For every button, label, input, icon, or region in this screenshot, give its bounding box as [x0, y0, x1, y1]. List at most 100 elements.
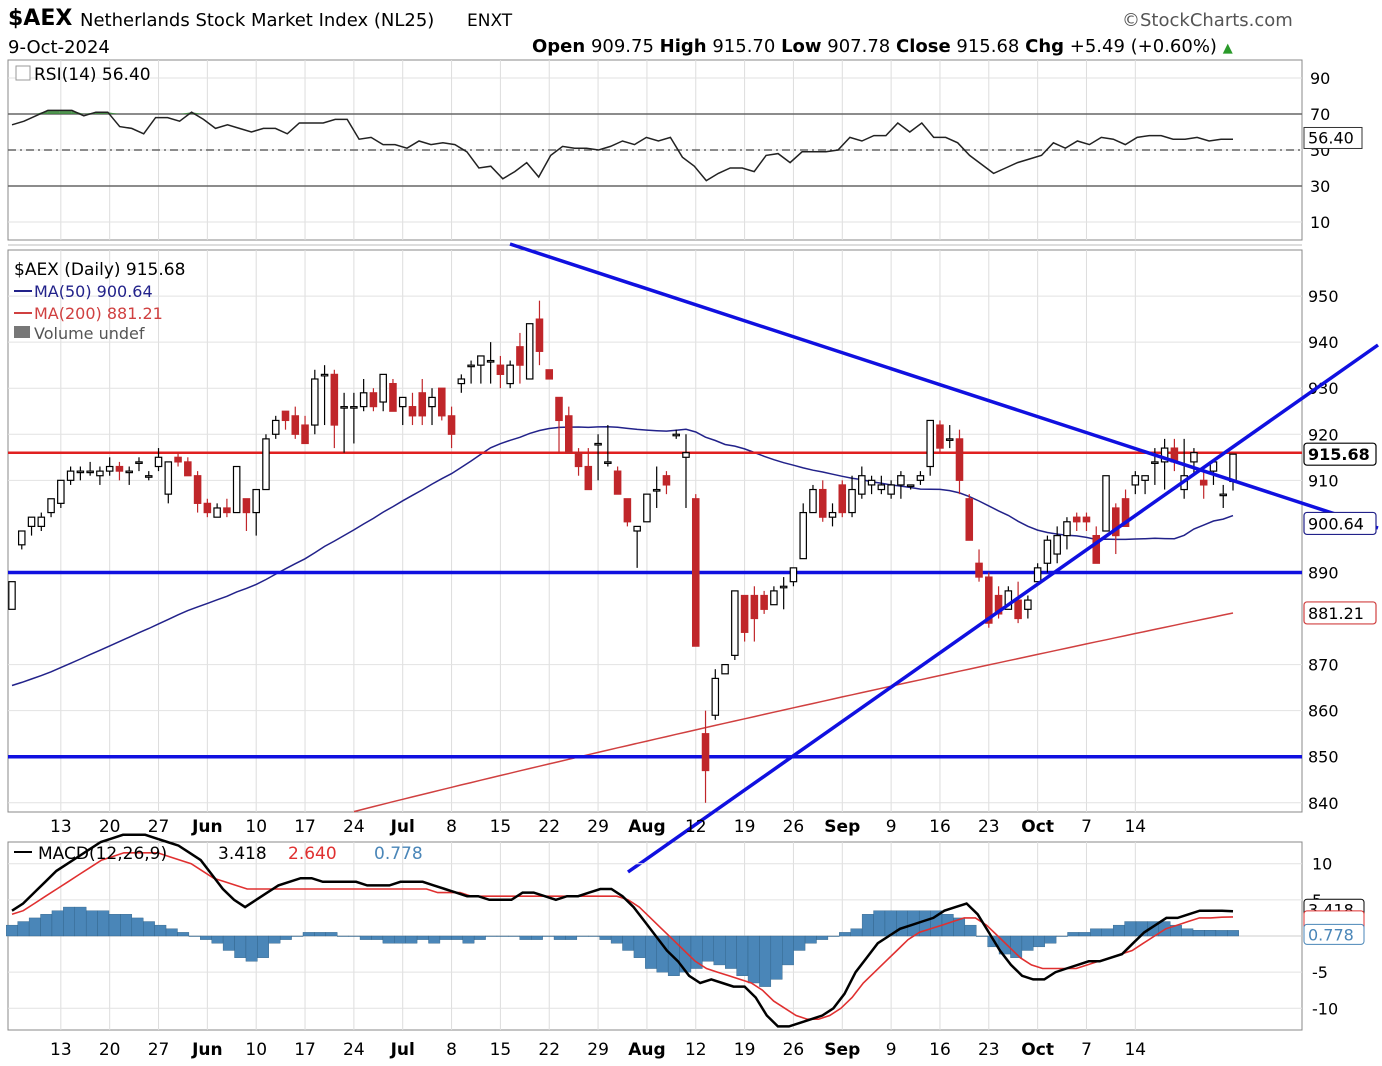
candle-body [1229, 453, 1237, 483]
candle [418, 378, 427, 426]
candle-body [877, 484, 886, 491]
candle [144, 471, 153, 481]
candle-body [301, 424, 309, 445]
candle-body [613, 470, 622, 495]
candle-body [633, 525, 641, 532]
macd-histogram-bar [736, 935, 749, 976]
x-tick-label: Sep [824, 1040, 860, 1060]
candle-body [96, 470, 104, 477]
macd-tick-label: -10 [1312, 999, 1338, 1018]
macd-histogram-bar [131, 917, 144, 937]
macd-histogram-bar [508, 935, 520, 937]
candle-body [262, 438, 270, 491]
exchange-label: ENXT [467, 11, 513, 31]
candle-body [76, 470, 85, 474]
x-tick-label: Aug [628, 1040, 665, 1060]
candle [301, 415, 309, 445]
rsi-overbought-fill [59, 110, 72, 114]
macd-histogram-bar [302, 932, 315, 937]
macd-histogram-bar [816, 935, 829, 940]
candle [115, 461, 124, 481]
macd-histogram-bar [268, 935, 281, 944]
macd-histogram-bar [645, 935, 657, 969]
candle-body [457, 378, 466, 385]
candle-body [408, 406, 417, 417]
candle-body [369, 392, 378, 408]
candle [164, 461, 173, 504]
close-value: 915.68 [956, 36, 1020, 57]
candle-body [17, 530, 26, 546]
price-tick-label: 850 [1308, 748, 1339, 767]
candle-body [711, 677, 720, 716]
candle-body [945, 438, 954, 441]
candle-body [760, 594, 768, 610]
candle-body [887, 484, 895, 495]
candle-body [271, 419, 280, 435]
candle [1063, 517, 1071, 550]
rsi-overbought-fill [47, 110, 60, 114]
candle-body [1014, 599, 1022, 620]
candle-body [164, 461, 173, 495]
symbol-label: $AEX [8, 6, 73, 31]
price-tick-label: 860 [1308, 702, 1339, 721]
candle [594, 434, 602, 481]
candle [760, 590, 768, 614]
candle [574, 448, 583, 476]
candle [1199, 471, 1208, 499]
candle-body [496, 364, 505, 375]
candle [76, 466, 85, 481]
candle [945, 425, 954, 449]
macd-histogram-bar [154, 924, 167, 937]
macd-histogram-bar [1078, 932, 1091, 937]
candle-body [926, 419, 934, 468]
macd-histogram-bar [1124, 921, 1137, 937]
candle [271, 415, 280, 439]
candle-body [828, 511, 837, 518]
candle [262, 434, 270, 491]
macd-histogram-bar [439, 935, 452, 940]
macd-histogram-bar [143, 921, 155, 937]
candle [1102, 475, 1110, 532]
x-tick-label: 29 [587, 817, 609, 837]
candle-body [37, 516, 46, 527]
candle [682, 434, 690, 508]
candle-body [740, 594, 749, 633]
candle-body [1082, 516, 1091, 523]
macd-histogram-bar [804, 935, 817, 944]
macd-histogram-bar [314, 932, 327, 937]
brand-logo[interactable]: ©StockCharts.com [1122, 10, 1293, 31]
macd-histogram-bar [827, 935, 840, 937]
candle [213, 503, 221, 518]
candle-body [320, 373, 329, 377]
candle [379, 373, 387, 412]
up-arrow-icon: ▲ [1222, 41, 1233, 56]
macd-legend-hist: 0.778 [374, 844, 423, 864]
candle-body [389, 382, 397, 412]
candle-body [1112, 507, 1120, 537]
candle-body [809, 488, 817, 514]
rsi-tick-label: 90 [1310, 69, 1330, 88]
candle-body [604, 461, 612, 465]
candle [770, 586, 778, 606]
candle [623, 498, 632, 527]
candle [1043, 535, 1052, 573]
candle-body [184, 461, 192, 477]
macd-histogram-bar [291, 935, 304, 937]
macd-histogram-bar [211, 935, 224, 944]
macd-value-tag [1303, 923, 1365, 945]
macd-histogram-bar [485, 935, 498, 937]
uptrend-line [626, 343, 1380, 874]
candle-body [105, 465, 114, 472]
x-tick-label: 20 [99, 817, 121, 837]
candle-body [47, 498, 55, 514]
candle [662, 471, 671, 495]
rsi-legend-label: RSI(14) 56.40 [34, 65, 151, 85]
candle [291, 406, 300, 439]
candle-body [731, 590, 739, 656]
macd-legend-macd: 3.418 [218, 844, 267, 864]
candle-body [965, 498, 974, 541]
candle-body [418, 392, 427, 417]
candle [66, 466, 75, 485]
candle [359, 378, 368, 412]
